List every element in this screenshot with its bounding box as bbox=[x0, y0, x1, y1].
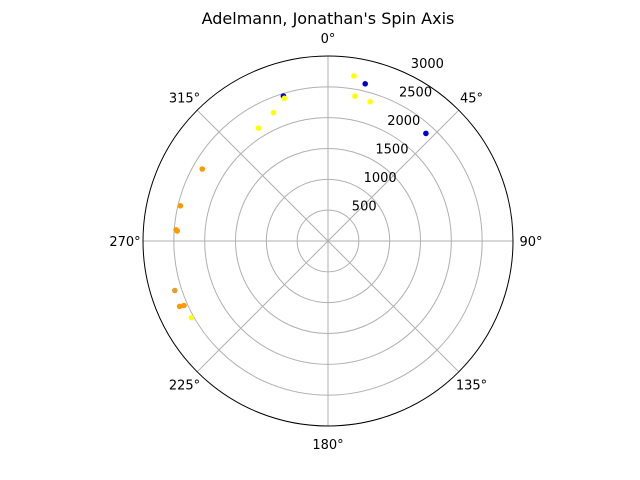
points-layer bbox=[172, 73, 429, 321]
data-point bbox=[255, 125, 262, 131]
r-tick-label: 2500 bbox=[399, 86, 432, 101]
ring-gridline bbox=[296, 209, 360, 273]
polar-spine bbox=[142, 55, 514, 427]
data-point bbox=[270, 109, 277, 116]
r-tick-label: 500 bbox=[352, 200, 377, 215]
data-point bbox=[188, 314, 195, 321]
r-tick-label: 1000 bbox=[364, 171, 397, 186]
data-point bbox=[281, 95, 288, 102]
theta-tick-label: 225° bbox=[169, 379, 200, 394]
data-point bbox=[176, 303, 183, 310]
data-point bbox=[199, 166, 205, 172]
ring-gridline bbox=[235, 148, 421, 334]
r-tick-label: 1500 bbox=[375, 143, 408, 158]
data-point bbox=[351, 73, 357, 79]
data-point bbox=[352, 93, 358, 99]
data-point bbox=[172, 287, 178, 294]
r-tick-label: 2000 bbox=[387, 114, 420, 129]
theta-tick-label: 180° bbox=[312, 438, 343, 453]
grid-layer bbox=[142, 55, 514, 427]
ring-gridline bbox=[173, 86, 483, 396]
r-tick-label: 3000 bbox=[411, 57, 444, 72]
chart-title: Adelmann, Jonathan's Spin Axis bbox=[202, 9, 455, 28]
theta-tick-label: 0° bbox=[321, 32, 336, 47]
data-point bbox=[181, 302, 187, 309]
data-point bbox=[423, 130, 429, 137]
theta-tick-label: 45° bbox=[460, 92, 483, 107]
theta-tick-label: 270° bbox=[109, 235, 140, 250]
data-point bbox=[367, 98, 373, 105]
data-point bbox=[174, 228, 180, 234]
ring-gridline bbox=[265, 178, 391, 304]
labels-layer: 500 1000 1500 2000 2500 3000 0° 45° 90° 135° 180° 2… bbox=[109, 32, 542, 453]
ring-gridline bbox=[204, 117, 452, 365]
theta-tick-label: 315° bbox=[169, 92, 200, 107]
data-point bbox=[177, 203, 184, 209]
theta-tick-label: 90° bbox=[519, 235, 542, 250]
theta-tick-label: 135° bbox=[456, 379, 487, 394]
data-point bbox=[362, 81, 369, 87]
